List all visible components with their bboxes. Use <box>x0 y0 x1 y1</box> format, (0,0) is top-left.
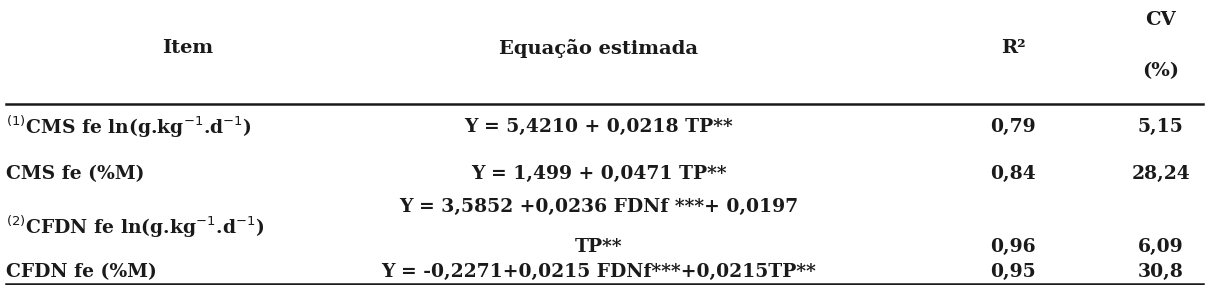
Text: Equação estimada: Equação estimada <box>499 39 698 58</box>
Text: Y = 5,4210 + 0,0218 TP**: Y = 5,4210 + 0,0218 TP** <box>464 118 733 136</box>
Text: 0,96: 0,96 <box>990 237 1036 256</box>
Text: R²: R² <box>1001 39 1025 58</box>
Text: 0,95: 0,95 <box>990 263 1036 281</box>
Text: TP**: TP** <box>574 237 623 256</box>
Text: CV: CV <box>1145 11 1176 29</box>
Text: 28,24: 28,24 <box>1132 165 1190 183</box>
Text: 30,8: 30,8 <box>1138 263 1184 281</box>
Text: $^{(2)}$CFDN fe ln(g.kg$^{-1}$.d$^{-1}$): $^{(2)}$CFDN fe ln(g.kg$^{-1}$.d$^{-1}$) <box>6 213 265 240</box>
Text: 0,79: 0,79 <box>990 118 1036 136</box>
Text: Y = 3,5852 +0,0236 FDNf ***+ 0,0197: Y = 3,5852 +0,0236 FDNf ***+ 0,0197 <box>399 198 798 216</box>
Text: (%): (%) <box>1143 62 1179 80</box>
Text: 6,09: 6,09 <box>1138 237 1184 256</box>
Text: 0,84: 0,84 <box>990 165 1036 183</box>
Text: Item: Item <box>162 39 213 58</box>
Text: Y = 1,499 + 0,0471 TP**: Y = 1,499 + 0,0471 TP** <box>470 165 727 183</box>
Text: $^{(1)}$CMS fe ln(g.kg$^{-1}$.d$^{-1}$): $^{(1)}$CMS fe ln(g.kg$^{-1}$.d$^{-1}$) <box>6 114 251 140</box>
Text: CMS fe (%M): CMS fe (%M) <box>6 165 144 183</box>
Text: CFDN fe (%M): CFDN fe (%M) <box>6 263 157 281</box>
Text: 5,15: 5,15 <box>1138 118 1184 136</box>
Text: Y = -0,2271+0,0215 FDNf***+0,0215TP**: Y = -0,2271+0,0215 FDNf***+0,0215TP** <box>381 263 816 281</box>
